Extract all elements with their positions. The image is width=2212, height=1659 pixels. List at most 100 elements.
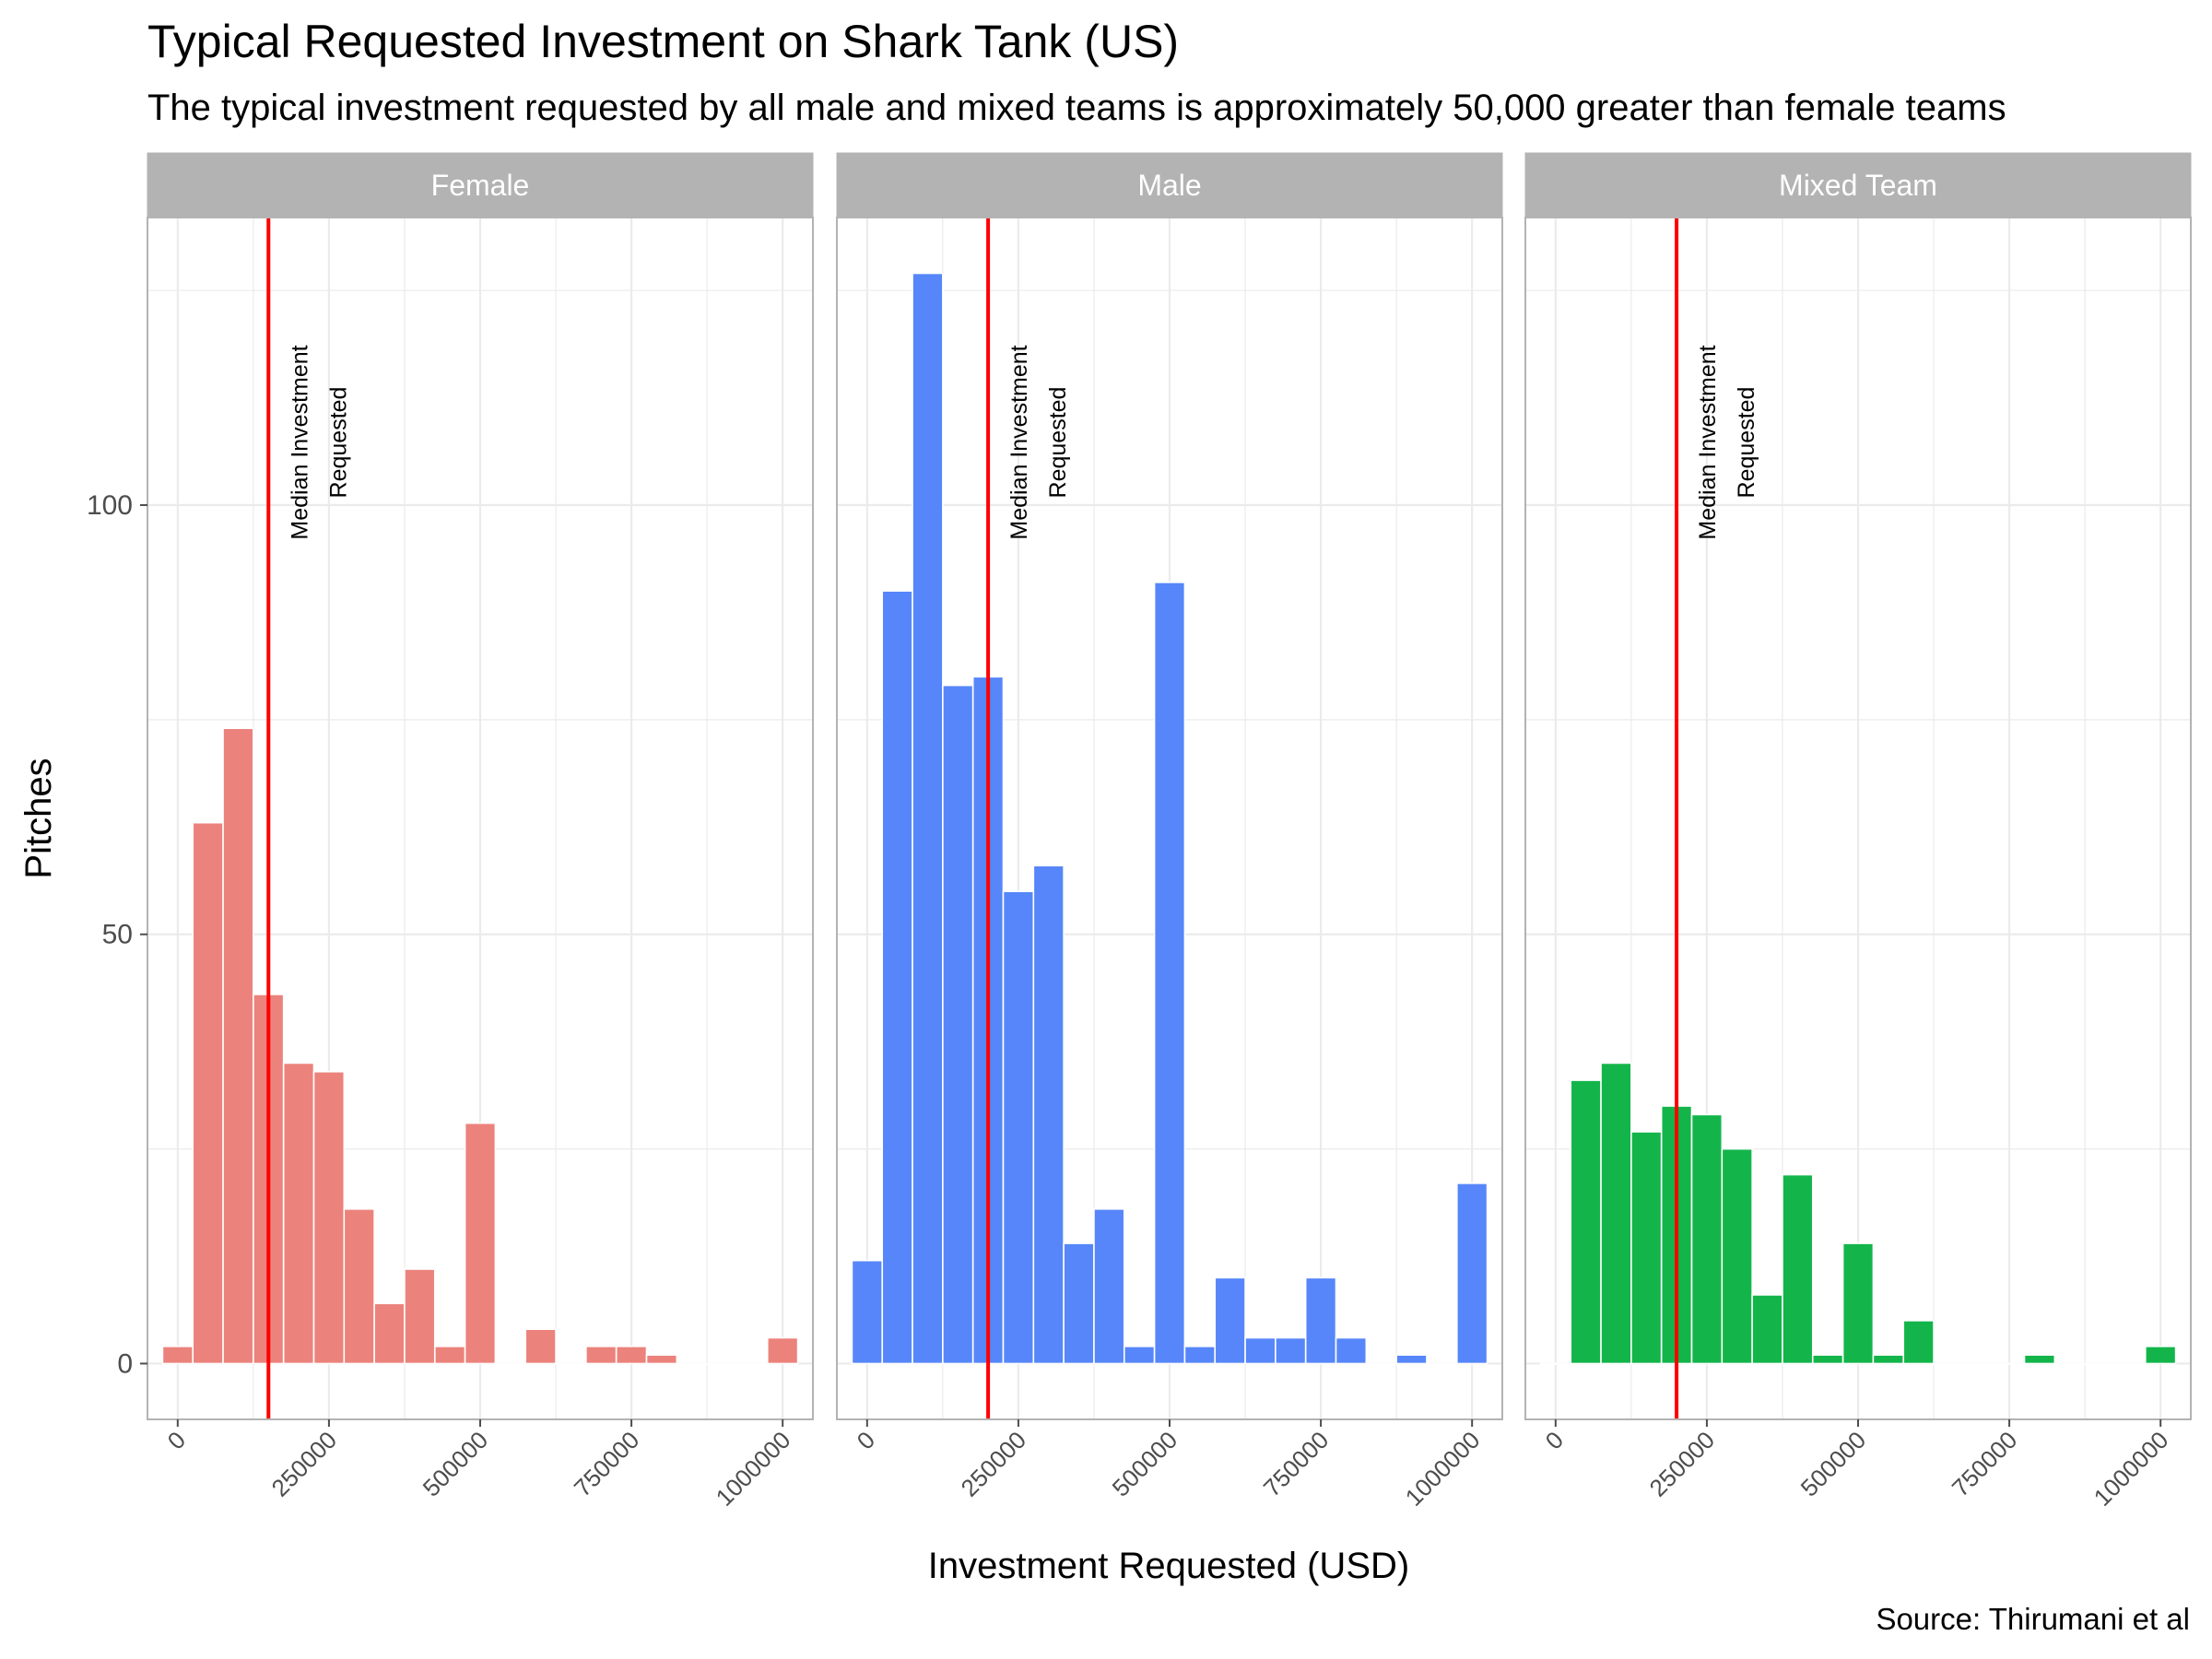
facet-panel-mixed-team: Median Investment Requested Mixed Team 0 250… <box>1524 152 2192 1512</box>
x-tick-label: 250000 <box>956 1426 1032 1502</box>
bar <box>1721 1147 1753 1365</box>
bar <box>706 1362 738 1365</box>
y-axis: 0 50 100 <box>87 490 147 1379</box>
bar <box>464 1122 497 1365</box>
y-axis-title: Pitches <box>18 758 59 878</box>
bar <box>2023 1354 2056 1365</box>
x-tick-label: 0 <box>162 1426 191 1454</box>
bar <box>1690 1113 1724 1365</box>
bar <box>1214 1277 1246 1365</box>
bar <box>161 1346 194 1365</box>
bar <box>404 1268 436 1365</box>
bar <box>433 1346 466 1365</box>
bar <box>1933 1362 1965 1365</box>
median-annotation-line-2: Requested <box>1734 387 1759 499</box>
x-tick-label: 0 <box>1540 1426 1569 1454</box>
bar <box>736 1362 769 1365</box>
bar <box>494 1362 527 1365</box>
facet-strip <box>836 152 1503 218</box>
bar <box>1570 1079 1602 1365</box>
bar <box>1751 1294 1783 1365</box>
x-tick-label: 750000 <box>1258 1426 1335 1502</box>
x-tick-label: 250000 <box>266 1426 343 1502</box>
facet-strip <box>1524 152 2192 218</box>
bar <box>2053 1362 2086 1365</box>
bar <box>645 1354 678 1365</box>
bar <box>1335 1336 1368 1365</box>
bar <box>1902 1320 1935 1365</box>
median-annotation-line-1: Median Investment <box>1006 345 1032 539</box>
bar <box>1123 1346 1156 1365</box>
bar <box>2144 1346 2177 1365</box>
bar <box>1153 582 1186 1365</box>
bar <box>555 1362 587 1365</box>
bar <box>2114 1362 2147 1365</box>
x-tick-label: 0 <box>852 1426 880 1454</box>
facet-panel-female: Median Investment Requested Female 0 250000 5… <box>147 152 814 1512</box>
bar <box>1244 1336 1277 1365</box>
x-tick-label: 750000 <box>1947 1426 2023 1502</box>
bar <box>585 1346 618 1365</box>
chart-caption: Source: Thirumani et al <box>1876 1602 2190 1636</box>
x-tick-label: 250000 <box>1644 1426 1721 1502</box>
x-tick-label: 500000 <box>1107 1426 1183 1502</box>
bar <box>1032 865 1065 1365</box>
median-annotation: Median Investment Requested <box>287 345 351 539</box>
x-axis-title: Investment Requested (USD) <box>928 1546 1409 1586</box>
bar <box>1782 1173 1814 1365</box>
bar <box>524 1328 557 1365</box>
median-annotation-line-1: Median Investment <box>1695 345 1721 539</box>
bar <box>942 684 974 1365</box>
bar <box>192 821 224 1365</box>
bar <box>1993 1362 2026 1365</box>
bar <box>766 1336 799 1365</box>
facet-strip-label: Female <box>431 169 530 202</box>
x-tick-label: 750000 <box>569 1426 645 1502</box>
x-tick-label: 1000000 <box>711 1426 796 1512</box>
median-annotation-line-1: Median Investment <box>287 345 312 539</box>
x-tick-label: 1000000 <box>2088 1426 2174 1512</box>
bar <box>1395 1354 1428 1365</box>
bar <box>1063 1242 1095 1365</box>
median-annotation-line-2: Requested <box>325 387 351 499</box>
bar <box>1841 1242 1875 1365</box>
bar <box>1455 1182 1488 1365</box>
bar <box>1539 1362 1572 1365</box>
bar <box>615 1346 648 1365</box>
bar <box>1365 1362 1397 1365</box>
bar <box>1093 1208 1125 1365</box>
bar <box>1630 1131 1663 1365</box>
bar <box>282 1062 315 1365</box>
bar <box>912 272 944 1365</box>
facet-strip <box>147 152 814 218</box>
bar <box>1600 1062 1632 1365</box>
bar <box>676 1362 708 1365</box>
bar <box>881 590 913 1365</box>
median-annotation: Median Investment Requested <box>1006 345 1071 539</box>
bar <box>1304 1277 1337 1365</box>
bar <box>1872 1354 1905 1365</box>
bar <box>1426 1362 1458 1365</box>
y-tick-label: 0 <box>117 1348 133 1379</box>
median-annotation-line-2: Requested <box>1045 387 1071 499</box>
x-tick-label: 500000 <box>1795 1426 1872 1502</box>
bar <box>851 1259 884 1365</box>
bar <box>343 1208 375 1365</box>
bar <box>1275 1336 1307 1365</box>
facet-strip-label: Male <box>1137 169 1201 202</box>
chart-title: Typical Requested Investment on Shark Ta… <box>147 16 1179 67</box>
facet-panel-male: Median Investment Requested Male 0 250000 500… <box>836 152 1503 1512</box>
y-tick-label: 50 <box>102 920 133 950</box>
bar <box>1963 1362 1995 1365</box>
bar <box>222 727 254 1365</box>
facet-strip-label: Mixed Team <box>1779 169 1937 202</box>
bar <box>2084 1362 2116 1365</box>
bar <box>1002 890 1035 1365</box>
bar <box>1183 1346 1217 1365</box>
facet-panels: Median Investment Requested Female 0 250000 5… <box>147 152 2192 1512</box>
chart-subtitle: The typical investment requested by all … <box>147 88 2006 128</box>
x-tick-label: 500000 <box>418 1426 494 1502</box>
y-tick-label: 100 <box>87 490 133 521</box>
bar <box>373 1302 406 1365</box>
